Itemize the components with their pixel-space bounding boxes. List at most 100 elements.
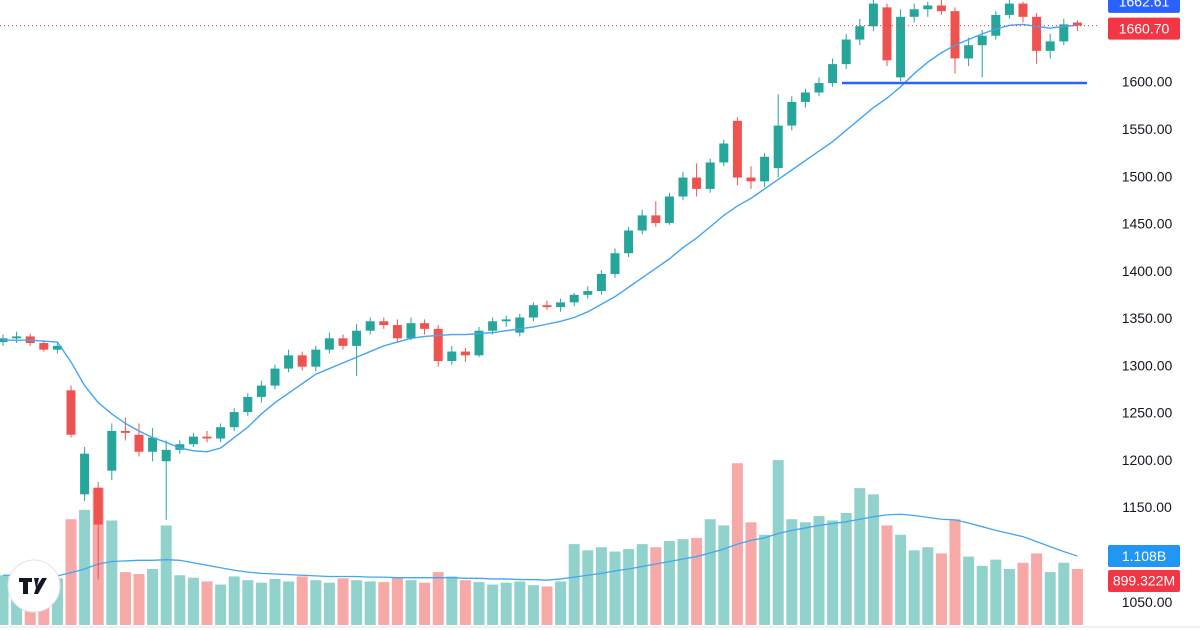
volume-bar [378,582,390,625]
volume-bar [351,580,363,625]
volume-bar [215,584,227,625]
volume-bar [582,550,594,625]
candle-body [488,321,498,331]
volume-bar [364,581,376,625]
volume-bar [677,539,689,625]
candle-body [896,16,906,78]
y-tick-label: 1500.00 [1122,168,1173,184]
candle-body [256,385,266,397]
volume-bar [119,572,131,625]
volume-bar [242,580,254,625]
volume-bar [772,460,784,625]
volume-bar [976,565,988,625]
volume-bar [310,580,322,625]
logo-mark[interactable] [19,578,47,594]
volume-bar [473,582,485,625]
volume-bar [79,509,91,625]
volume-bar [391,577,403,625]
candle-body [120,430,130,433]
y-tick-label: 1250.00 [1122,405,1173,421]
candle-body [39,343,49,350]
candle-body [107,430,117,471]
candle-body [664,196,674,223]
candle-body [392,325,402,339]
candle-body [1059,24,1069,42]
candle-body [841,39,851,65]
volume-bar [147,569,159,625]
logo-circle[interactable] [7,559,61,613]
volume-bar [650,547,662,625]
candle-body [936,5,946,12]
volume-tag-bg [1108,545,1180,568]
volume-bar [759,534,771,625]
volume-bar [854,488,866,625]
candle-body [828,64,838,84]
candle-body [583,291,593,295]
volume-bar [555,581,567,625]
price-tag-bg [1108,0,1180,13]
volume-bar [827,520,839,625]
volume-bar [0,575,9,625]
volume-tag: 1.108B [1122,548,1166,564]
candle-body [406,323,416,339]
y-tick-label: 1400.00 [1122,263,1173,279]
candle-body [270,368,280,386]
logo[interactable] [7,559,61,613]
candle-body [964,45,974,59]
y-tick-label: 1050.00 [1122,594,1173,610]
volume-tag-bg [1108,570,1180,593]
volume-bar [446,576,458,625]
volume-bar [337,578,349,625]
y-tick-label: 1450.00 [1122,216,1173,232]
volume-bar [500,582,512,625]
price-tag-bg [1108,17,1180,40]
candle-body [787,101,797,126]
y-tick-label: 1200.00 [1122,452,1173,468]
volume-bar [895,534,907,625]
volume-bar [935,553,947,625]
volume-bar [1017,562,1029,625]
candle-body [556,302,566,308]
price-tag: 1662.61 [1119,0,1170,10]
volume-bar [283,581,295,625]
candle-body [528,305,538,318]
candle-body [719,143,729,163]
volume-bar [595,547,607,625]
volume-bar [1058,562,1070,625]
candle-body [420,323,430,329]
volume-bar [1031,553,1043,625]
candle-body [746,177,756,182]
volume-bar [106,520,118,625]
volume-bar [799,522,811,625]
candle-body [148,437,158,452]
candle-body [705,162,715,189]
candle-body [52,345,62,350]
candle-body [311,349,321,367]
volume-bar [949,519,961,625]
y-tick-label: 1600.00 [1122,74,1173,90]
candle-body [243,396,253,413]
price-tag: 1660.70 [1119,20,1170,36]
volume-bar [840,513,852,625]
volume-bar [133,573,145,625]
volume-bar [51,578,63,625]
volume-bar [459,580,471,625]
volume-bar [201,581,213,625]
volume-bar [174,575,186,625]
candle-body [814,83,824,93]
y-tick-label: 1550.00 [1122,121,1173,137]
volume-bar [432,572,444,625]
candle-body [610,253,620,275]
y-tick-label: 1150.00 [1122,499,1172,515]
volume-bar [691,537,703,625]
volume-bar [963,556,975,625]
volume-bar [745,522,757,625]
candle-body [977,35,987,46]
candle-body [1072,22,1082,26]
volume-bar [527,585,539,625]
volume-bar [704,519,716,625]
y-tick-label: 1300.00 [1122,357,1173,373]
candle-body [501,319,511,322]
candle-body [909,9,919,17]
